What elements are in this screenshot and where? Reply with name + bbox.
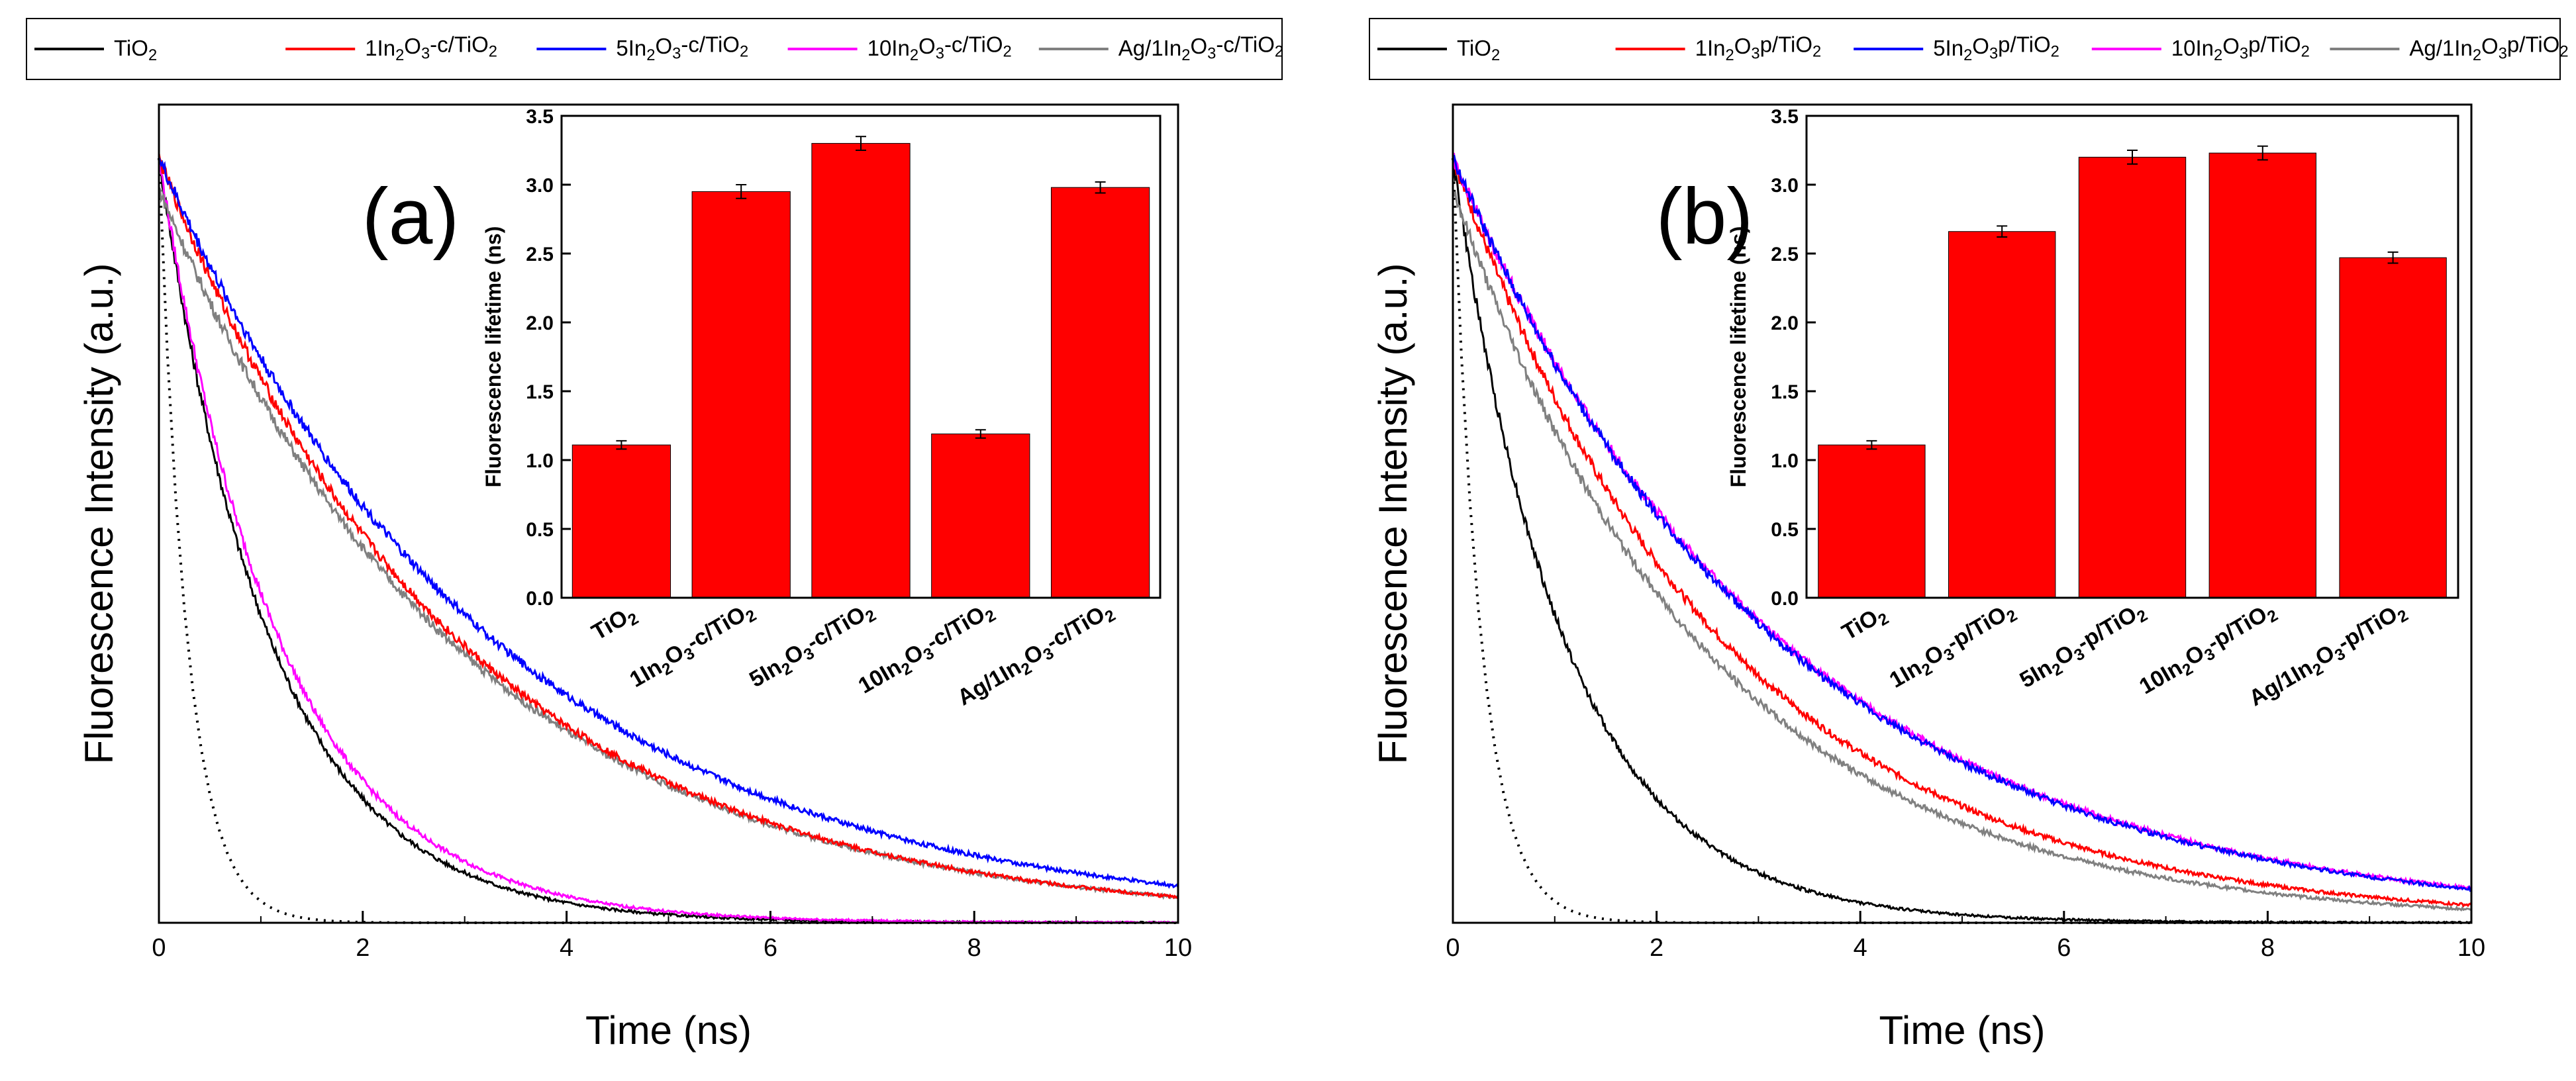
legend-entry-label: 10In2O3-c/TiO2 (867, 32, 1012, 64)
panel-label: (a) (362, 172, 460, 261)
x-tick-label: 10 (1164, 934, 1192, 962)
chart-panel-a: TiO2 1In2O3-c/TiO2 5In2O3-c/TiO2 10In2O3-c/… (26, 18, 1283, 1053)
legend-entry-label: TiO2 (114, 36, 157, 64)
x-tick-label: 6 (2057, 934, 2071, 962)
inset-y-tick-label: 1.5 (526, 381, 554, 403)
inset-y-tick-label: 2.0 (1771, 312, 1799, 334)
inset-y-tick-label: 0.5 (1771, 519, 1799, 541)
legend-entry-label: 1In2O3-c/TiO2 (365, 32, 497, 64)
series-line (1452, 154, 2472, 892)
legend-entry-label: 10In2O3p/TiO2 (2171, 32, 2310, 64)
legend: TiO2 1In2O3-c/TiO2 5In2O3-c/TiO2 10In2O3-c/… (26, 18, 1283, 80)
inset-y-tick-label: 3.0 (526, 175, 554, 197)
inset-y-tick-label: 2.0 (526, 312, 554, 334)
x-tick-label: 2 (1650, 934, 1663, 962)
inset-y-tick-label: 0.5 (526, 519, 554, 541)
inset-bar-chart: TiO21In2O3-c/TiO25In2O3-c/TiO210In2O3-c/… (481, 106, 1162, 710)
y-axis-title: Fluorescence Intensity (a.u.) (1371, 263, 1415, 764)
inset-bar (2078, 156, 2187, 598)
inset-bar (1050, 187, 1150, 598)
inset-y-axis-title: Fluorescence lifetime (ns) (481, 226, 505, 488)
inset-bar (2208, 152, 2316, 598)
inset-y-tick-label: 3.5 (1771, 106, 1799, 128)
inset-bar (691, 191, 791, 598)
series-line (1452, 190, 2472, 912)
inset-bar (571, 444, 671, 598)
x-axis-title: Time (ns) (585, 1008, 752, 1053)
legend: TiO2 1In2O3p/TiO2 5In2O3p/TiO2 10In2O3p/TiO… (1369, 18, 2569, 80)
inset-y-tick-label: 0.0 (1771, 588, 1799, 610)
inset-bar (1948, 231, 2056, 598)
x-tick-label: 0 (152, 934, 166, 962)
legend-entry-label: 5In2O3-c/TiO2 (616, 32, 748, 64)
legend-entry-label: Ag/1In2O3p/TiO2 (2409, 32, 2568, 64)
inset-category-label: 1In2O3-p/TiO2 (1883, 597, 2022, 696)
inset-bar (931, 433, 1030, 598)
x-tick-label: 4 (560, 934, 573, 962)
x-tick-label: 10 (2457, 934, 2485, 962)
x-tick-label: 0 (1446, 934, 1460, 962)
inset-y-tick-label: 2.5 (526, 244, 554, 265)
series-line (158, 158, 1179, 889)
x-tick-label: 6 (764, 934, 777, 962)
x-tick-label: 4 (1854, 934, 1867, 962)
panel-label: (b) (1656, 172, 1754, 261)
inset-bar (811, 143, 911, 598)
inset-y-tick-label: 1.5 (1771, 381, 1799, 403)
inset-y-axis-title: Fluorescence lifetime (ns) (1726, 226, 1750, 488)
legend-entry-label: 1In2O3p/TiO2 (1695, 32, 1822, 64)
inset-y-tick-label: 2.5 (1771, 244, 1799, 265)
series-line (1452, 156, 2473, 908)
inset-frame (560, 115, 1162, 599)
legend-entry-label: 5In2O3p/TiO2 (1933, 32, 2059, 64)
series-line (158, 153, 1179, 900)
y-axis-title: Fluorescence Intensity (a.u.) (77, 263, 121, 764)
inset-category-label: 5In2O3-p/TiO2 (2014, 597, 2153, 696)
inset-category-label: 1In2O3-c/TiO2 (624, 597, 762, 696)
inset-y-tick-label: 3.5 (526, 106, 554, 128)
legend-entry-label: TiO2 (1457, 36, 1500, 64)
inset-frame (1805, 115, 2459, 599)
inset-y-tick-label: 3.0 (1771, 175, 1799, 197)
x-tick-label: 8 (2261, 934, 2275, 962)
inset-bar (2339, 257, 2447, 598)
inset-y-tick-label: 0.0 (526, 588, 554, 610)
inset-bar (1818, 444, 1926, 598)
inset-bar-chart: TiO21In2O3-p/TiO25In2O3-p/TiO210In2O3-p/… (1726, 106, 2459, 711)
inset-y-tick-label: 1.0 (1771, 450, 1799, 472)
inset-category-label: TiO2 (1838, 600, 1892, 648)
inset-y-tick-label: 1.0 (526, 450, 554, 472)
x-axis-title: Time (ns) (1879, 1008, 2045, 1053)
inset-category-label: TiO2 (587, 600, 642, 648)
legend-entry-label: Ag/1In2O3-c/TiO2 (1118, 32, 1283, 64)
chart-panel-b: TiO2 1In2O3p/TiO2 5In2O3p/TiO2 10In2O3p/TiO… (1369, 18, 2569, 1053)
x-tick-label: 8 (967, 934, 981, 962)
x-tick-label: 2 (356, 934, 370, 962)
